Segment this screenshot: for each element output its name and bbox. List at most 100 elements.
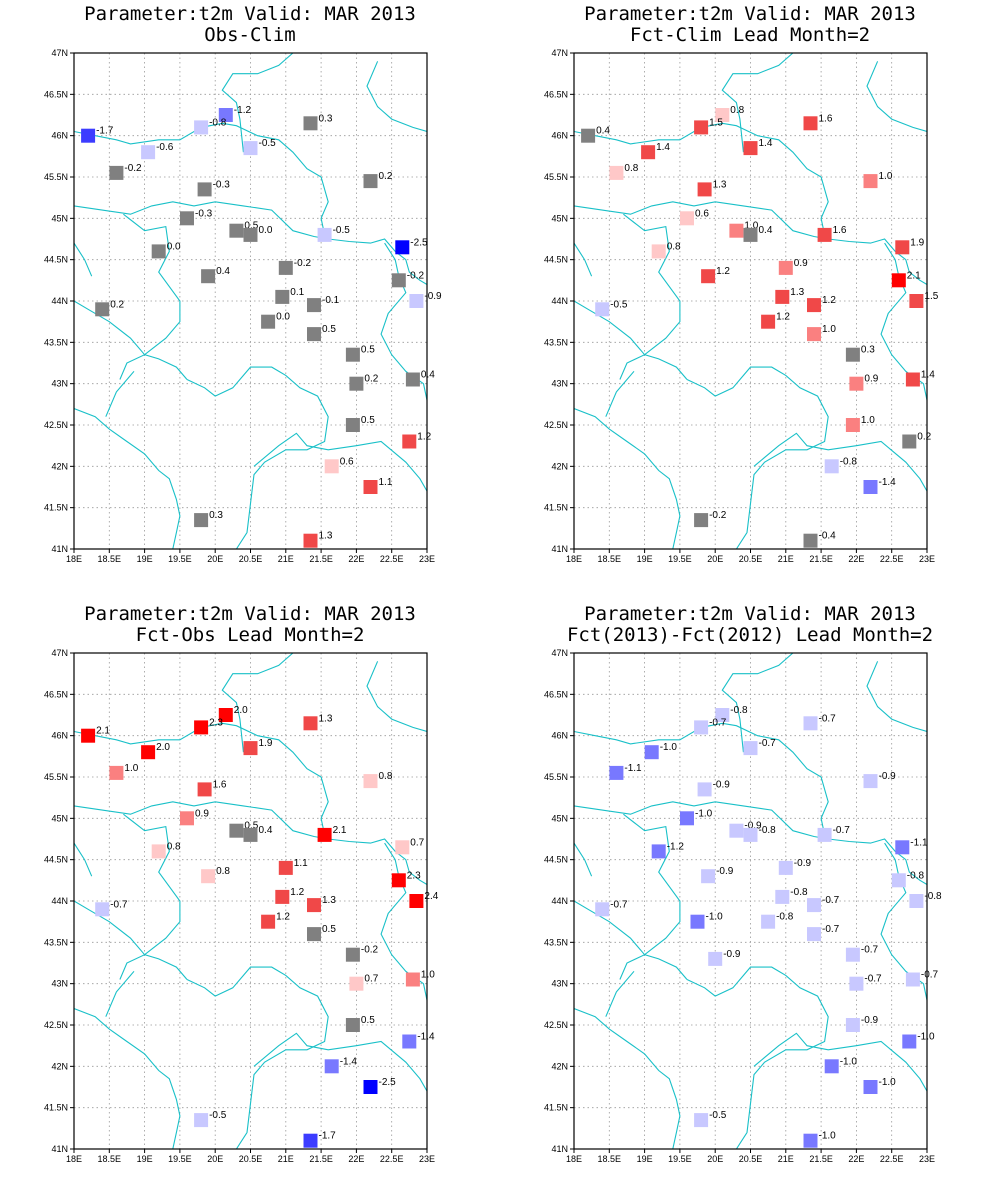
station-marker	[275, 289, 290, 304]
station-marker	[729, 823, 744, 838]
station-value-label: 1.2	[417, 432, 431, 443]
x-tick-label: 18.5E	[598, 1154, 622, 1164]
border-line	[74, 842, 93, 877]
station-marker	[817, 227, 832, 242]
station-value-label: 0.6	[340, 456, 354, 467]
station-marker	[905, 972, 920, 987]
station-value-label: -0.5	[259, 138, 277, 149]
station-marker	[243, 827, 258, 842]
border-line	[574, 122, 829, 236]
station-marker	[680, 811, 694, 826]
y-tick-label: 42.5N	[44, 420, 68, 430]
station-marker	[651, 844, 666, 859]
station-marker	[845, 347, 860, 362]
station-marker	[694, 1113, 709, 1128]
station-value-label: -0.7	[759, 738, 777, 749]
station-value-label: -0.8	[759, 825, 777, 836]
y-tick-label: 43N	[51, 379, 68, 389]
station-marker	[194, 120, 209, 135]
station-marker	[743, 827, 758, 842]
station-value-label: 1.9	[910, 237, 924, 248]
x-tick-label: 21E	[278, 1154, 294, 1164]
border-line	[753, 1032, 927, 1092]
y-tick-label: 44N	[551, 896, 568, 906]
station-marker	[405, 972, 420, 987]
border-line	[74, 801, 427, 885]
border-line	[221, 53, 294, 153]
border-line	[186, 966, 329, 1149]
y-tick-label: 41.5N	[544, 503, 568, 513]
station-marker	[863, 1080, 878, 1094]
station-value-label: 0.2	[364, 374, 378, 385]
station-marker	[807, 927, 821, 942]
station-value-label: 1.2	[290, 887, 304, 898]
station-value-label: -1.4	[340, 1056, 358, 1067]
station-marker	[849, 976, 864, 991]
station-marker	[229, 223, 244, 238]
station-value-label: -0.9	[716, 866, 734, 877]
panel-title-line2: Fct-Obs Lead Month=2	[136, 624, 365, 646]
station-marker	[778, 260, 793, 275]
y-tick-label: 44N	[51, 296, 68, 306]
y-tick-label: 45N	[51, 213, 68, 223]
station-value-label: -1.4	[417, 1032, 435, 1043]
map-frame	[573, 52, 928, 550]
x-tick-label: 23E	[419, 1154, 435, 1164]
station-value-label: 1.3	[713, 179, 727, 190]
station-value-label: -0.7	[822, 924, 840, 935]
border-line	[74, 900, 188, 980]
station-marker	[807, 298, 821, 313]
station-value-label: -0.7	[610, 899, 628, 910]
x-tick-label: 18.5E	[98, 554, 122, 564]
station-marker	[363, 774, 378, 789]
station-value-label: 0.2	[110, 299, 124, 310]
station-marker	[694, 120, 709, 135]
x-tick-label: 18E	[66, 554, 82, 564]
station-marker	[201, 269, 216, 284]
station-marker	[349, 376, 364, 391]
y-tick-label: 42.5N	[544, 1020, 568, 1030]
y-tick-label: 41N	[551, 1144, 568, 1154]
station-value-label: 0.5	[322, 324, 336, 335]
station-value-label: 0.8	[624, 163, 638, 174]
station-marker	[409, 894, 424, 908]
border-line	[619, 813, 681, 980]
y-tick-label: 41N	[51, 1144, 68, 1154]
station-marker	[641, 145, 656, 160]
station-value-label: 1.1	[379, 477, 393, 488]
station-marker	[317, 227, 332, 242]
station-marker	[194, 513, 209, 528]
x-tick-label: 22.5E	[880, 1154, 904, 1164]
station-marker	[180, 211, 194, 226]
x-tick-label: 21.5E	[309, 554, 333, 564]
station-marker	[261, 314, 276, 329]
station-marker	[363, 480, 378, 494]
station-marker	[694, 513, 709, 528]
station-marker	[824, 1059, 839, 1074]
y-tick-label: 43.5N	[544, 337, 568, 347]
x-tick-label: 19.5E	[668, 1154, 692, 1164]
station-value-label: 1.4	[921, 370, 935, 381]
station-value-label: 0.5	[244, 221, 258, 232]
y-tick-label: 45N	[551, 813, 568, 823]
station-value-label: -0.8	[907, 870, 925, 881]
station-value-label: -0.6	[156, 142, 174, 153]
x-tick-label: 20E	[707, 554, 723, 564]
y-tick-label: 43N	[551, 979, 568, 989]
station-value-label: 2.1	[907, 270, 921, 281]
station-marker	[708, 951, 723, 966]
y-tick-label: 44.5N	[544, 855, 568, 865]
y-tick-label: 46N	[51, 731, 68, 741]
station-marker	[609, 765, 624, 780]
station-marker	[581, 128, 596, 143]
station-marker	[194, 720, 209, 735]
station-value-label: 1.1	[294, 858, 308, 869]
station-marker	[701, 269, 716, 284]
y-tick-label: 45.5N	[44, 772, 68, 782]
y-tick-label: 41.5N	[544, 1103, 568, 1113]
station-value-label: 1.5	[709, 117, 723, 128]
station-marker	[694, 720, 709, 735]
station-marker	[402, 434, 417, 449]
border-line	[74, 1007, 181, 1149]
x-tick-label: 23E	[919, 554, 935, 564]
